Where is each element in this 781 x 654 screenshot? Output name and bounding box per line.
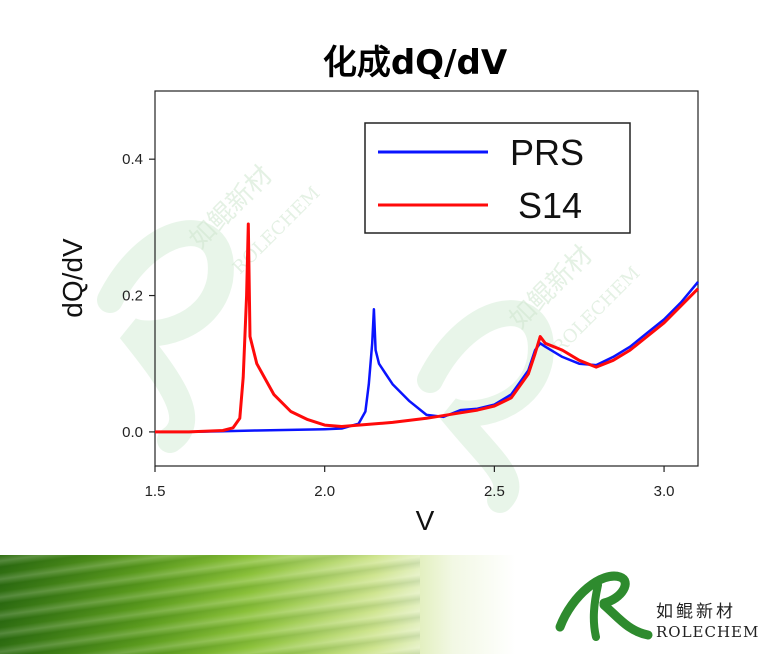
legend-label-prs: PRS bbox=[510, 132, 584, 173]
x-axis-label: V bbox=[416, 505, 435, 536]
legend-box bbox=[364, 122, 631, 234]
chart-title: 化成dQ/dV bbox=[323, 43, 508, 83]
y-axis-label: dQ/dV bbox=[57, 238, 88, 318]
rolechem-logo bbox=[555, 571, 653, 641]
plot-frame bbox=[154, 90, 699, 467]
y-tick-label: 0.4 bbox=[122, 151, 143, 168]
logo-text-cn: 如鲲新材 bbox=[656, 602, 736, 622]
legend: PRS S14 bbox=[364, 122, 631, 234]
x-tick-label: 2.0 bbox=[314, 483, 335, 500]
footer: 如鲲新材 ROLECHEM bbox=[0, 555, 781, 654]
axes: 1.5 2.0 2.5 3.0 0.0 0.2 0.4 bbox=[122, 151, 674, 500]
legend-label-s14: S14 bbox=[518, 185, 582, 226]
chart: 如鲲新材 ROLECHEM 如鲲新材 ROLECHEM 化成dQ/dV 1.5 2… bbox=[57, 43, 700, 536]
y-tick-label: 0.2 bbox=[122, 288, 143, 305]
x-tick-label: 2.5 bbox=[484, 483, 505, 500]
series-line-s14 bbox=[155, 222, 700, 434]
x-tick-label: 3.0 bbox=[654, 483, 675, 500]
logo-text-en: ROLECHEM bbox=[656, 623, 760, 641]
x-tick-label: 1.5 bbox=[145, 483, 166, 500]
y-tick-label: 0.0 bbox=[122, 424, 143, 441]
series-layer bbox=[155, 222, 700, 434]
